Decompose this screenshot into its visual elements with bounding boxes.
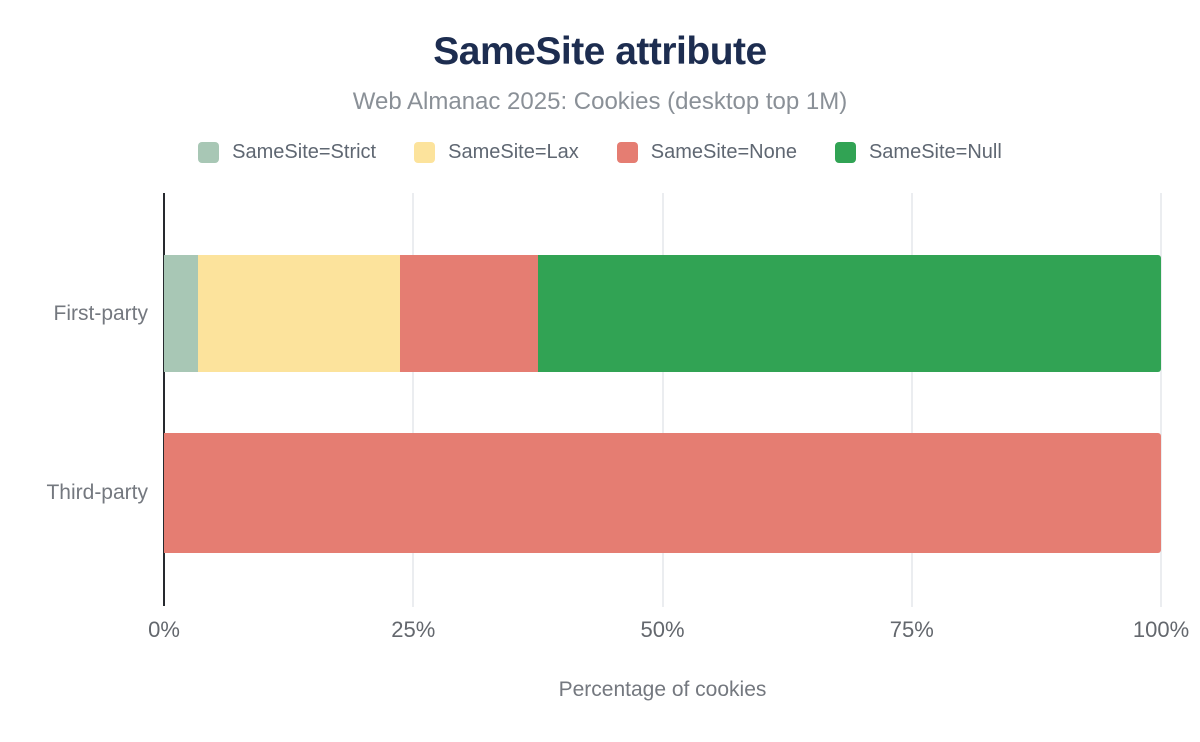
legend: SameSite=Strict SameSite=Lax SameSite=None…: [0, 141, 1200, 164]
legend-swatch-icon: [834, 142, 856, 163]
legend-swatch-icon: [198, 142, 220, 163]
gridline: [412, 193, 415, 607]
category-label: Third-party: [46, 481, 148, 504]
bar-row-third-party: [164, 433, 1161, 553]
chart-subtitle: Web Almanac 2025: Cookies (desktop top 1…: [352, 88, 848, 115]
gridline: [1160, 193, 1162, 607]
gridline: [910, 193, 913, 607]
legend-label: SameSite=Null: [868, 141, 1002, 163]
bar-segment-samesite-null: [537, 255, 1161, 372]
page-title: SameSite attribute: [433, 30, 767, 73]
legend-swatch-icon: [414, 142, 436, 163]
category-label: First-party: [53, 301, 149, 325]
legend-label: SameSite=None: [650, 141, 797, 163]
legend-item: SameSite=None: [616, 141, 797, 164]
bar-row-first-party: [164, 255, 1161, 372]
y-axis-line: [163, 193, 165, 606]
x-tick-label: 0%: [148, 617, 180, 642]
x-tick-label: 25%: [391, 617, 436, 642]
legend-label: SameSite=Lax: [448, 141, 579, 163]
gridline: [661, 193, 664, 607]
legend-item: SameSite=Null: [834, 141, 1002, 164]
legend-item: SameSite=Strict: [198, 141, 376, 164]
x-axis-title: Percentage of cookies: [558, 678, 767, 701]
bar-segment-samesite-strict: [164, 255, 198, 372]
legend-swatch-icon: [616, 142, 638, 163]
legend-label: SameSite=Strict: [232, 141, 377, 163]
bar-segment-samesite-lax: [197, 255, 401, 372]
bar-segment-samesite-none: [164, 433, 1161, 553]
plot-area: [163, 193, 1162, 607]
x-tick-label: 75%: [889, 617, 934, 642]
x-tick-label: 100%: [1132, 617, 1190, 642]
bar-segment-samesite-none: [400, 255, 538, 372]
legend-item: SameSite=Lax: [414, 141, 579, 164]
x-tick-label: 50%: [640, 617, 685, 642]
